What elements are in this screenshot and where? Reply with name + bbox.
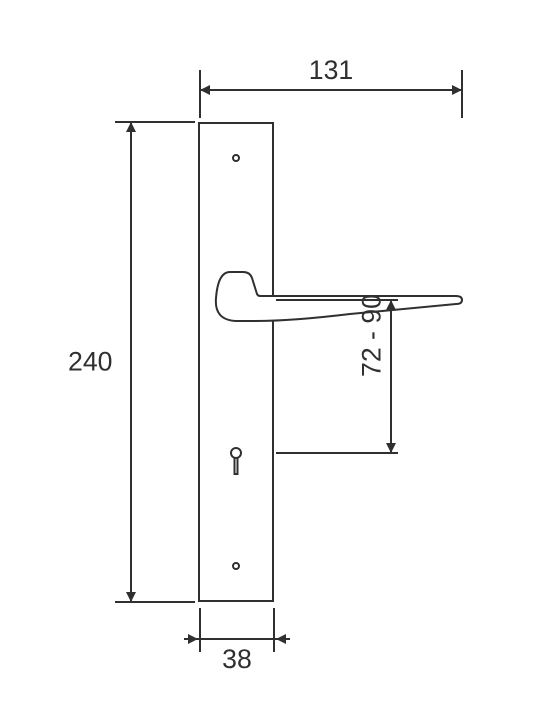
dim-131-line [200,89,462,91]
dim-131-label: 131 [309,55,353,86]
dim-38-ext-left [199,608,201,652]
dim-38-arrow-left-outer [188,634,198,644]
dim-72-90-arrow-top [386,300,396,310]
dim-38-line [184,638,290,640]
dim-38-label: 38 [222,644,252,675]
dim-240-label: 240 [68,347,112,378]
dimension-drawing: 131 240 38 72 - 90 [0,0,540,720]
dim-131-arrow-right [452,85,462,95]
dim-131-arrow-left [200,85,210,95]
dim-240-arrow-top [126,122,136,132]
dim-240-line [130,122,132,602]
dim-72-90-ext-bottom [276,452,398,454]
dim-38-arrow-right-outer [276,634,286,644]
dim-38-ext-right [273,608,275,652]
dim-72-90-arrow-bottom [386,443,396,453]
dim-72-90-line [390,300,392,453]
dim-240-arrow-bottom [126,592,136,602]
dim-72-90-label: 72 - 90 [357,294,388,377]
